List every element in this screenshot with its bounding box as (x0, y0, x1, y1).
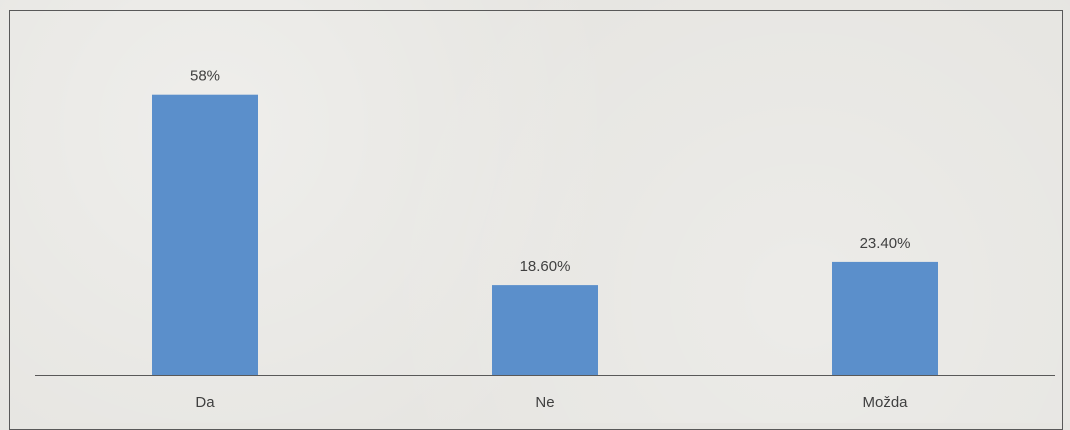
bar-da (152, 94, 258, 375)
data-label: 58% (190, 68, 220, 85)
x-tick-label: Da (195, 394, 215, 411)
data-label: 23.40% (860, 235, 911, 252)
bar-možda (832, 261, 938, 375)
data-label: 18.60% (520, 258, 571, 275)
x-tick-label: Možda (862, 394, 908, 411)
x-tick-label: Ne (535, 394, 554, 411)
bar-ne (492, 285, 598, 375)
